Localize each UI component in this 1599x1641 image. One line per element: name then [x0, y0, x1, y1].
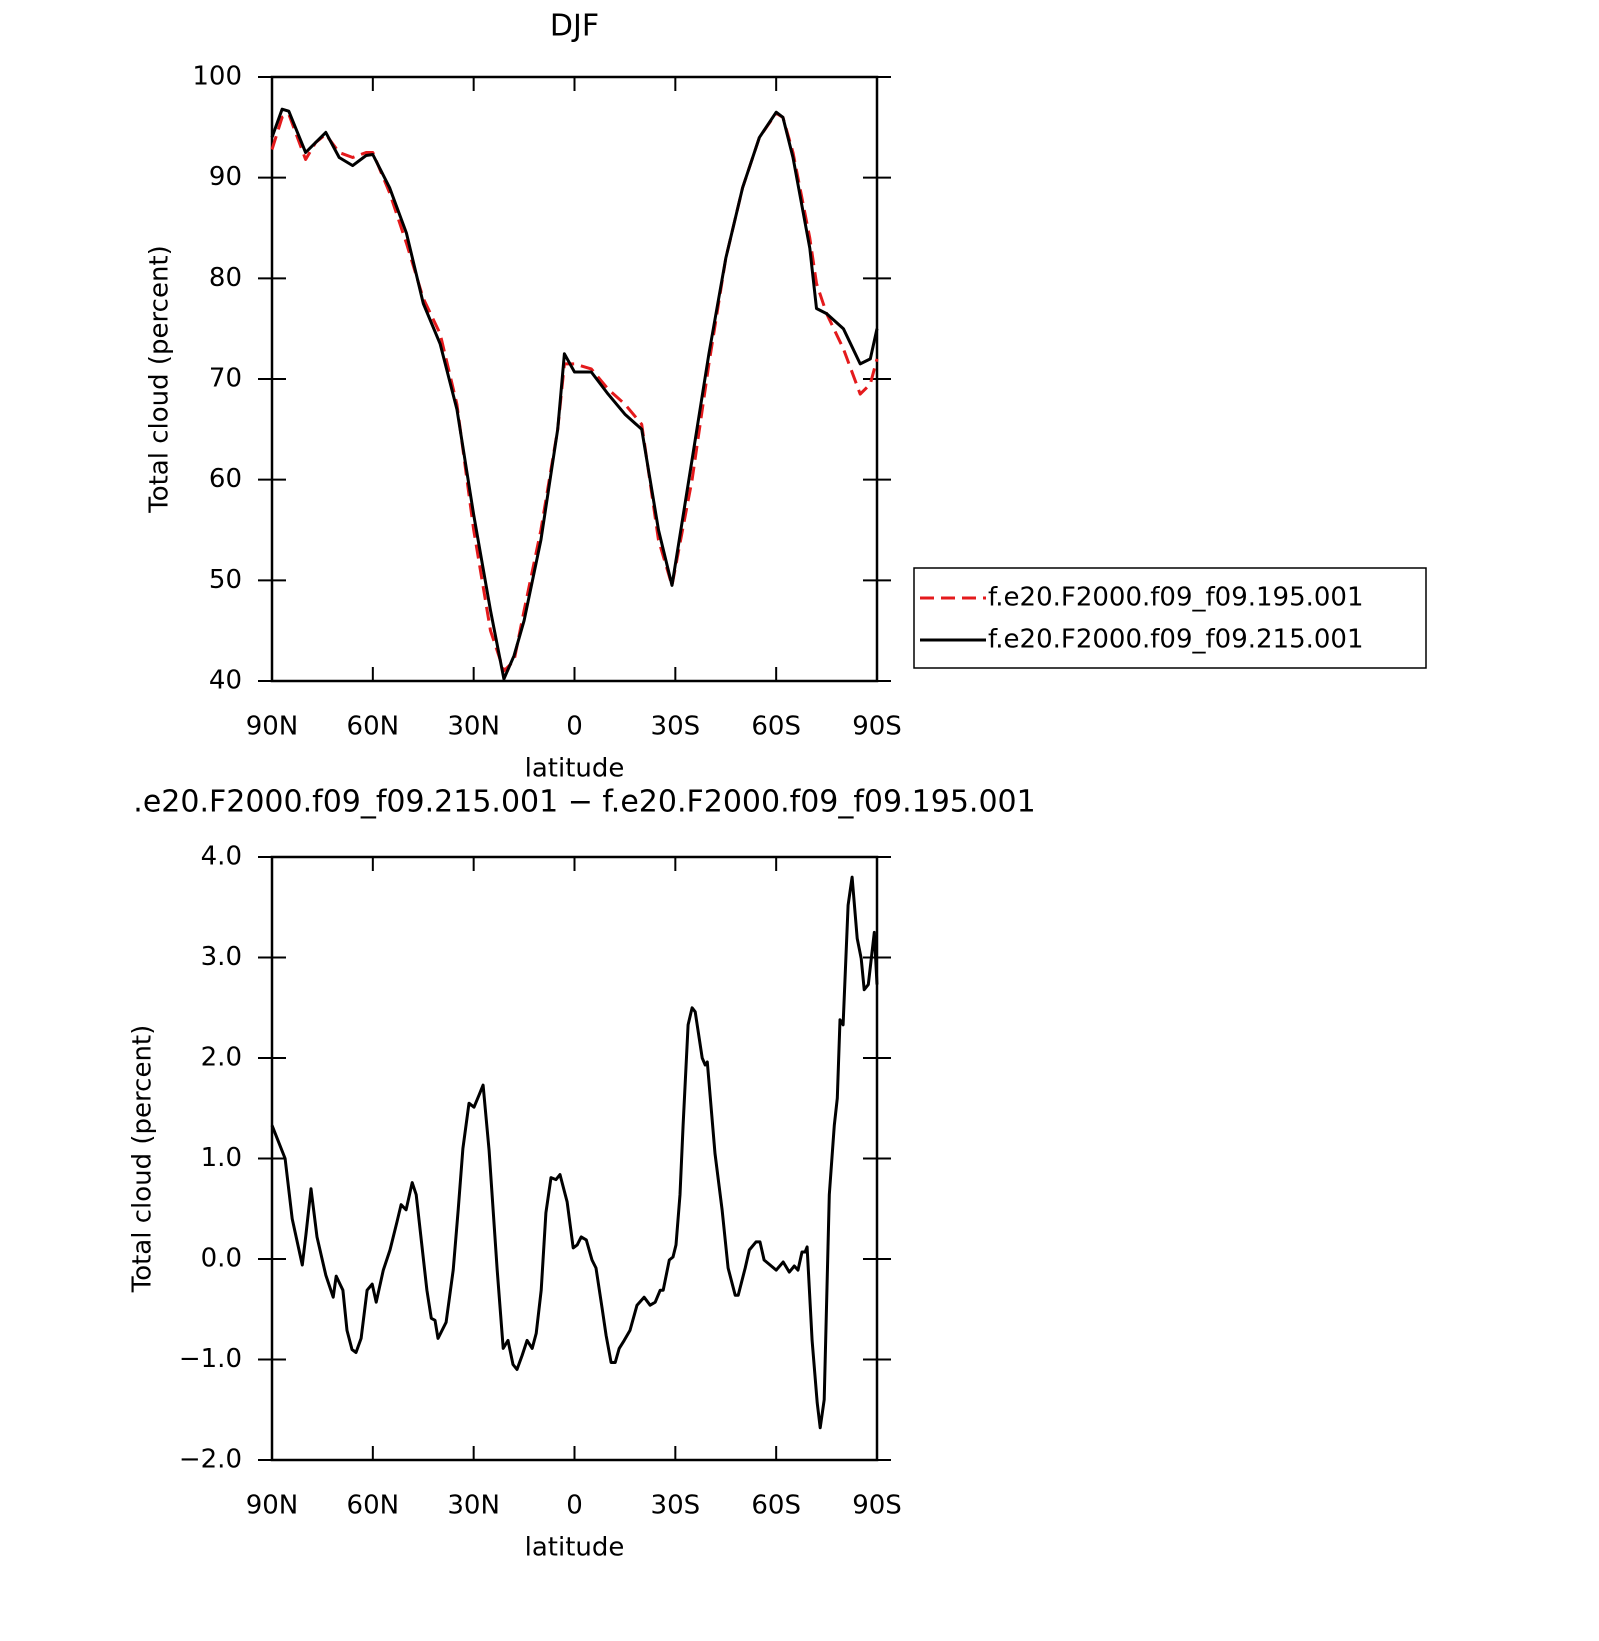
- y-tick-label: 2.0: [201, 1043, 242, 1073]
- x-axis-label: latitude: [525, 1533, 625, 1563]
- x-tick-label: 90N: [246, 1491, 299, 1521]
- legend-label: f.e20.F2000.f09_f09.195.001: [988, 583, 1364, 613]
- y-tick-label: 80: [209, 263, 242, 293]
- x-tick-label: 30N: [447, 712, 500, 742]
- y-tick-label: −1.0: [179, 1344, 242, 1374]
- x-tick-label: 60S: [751, 1491, 801, 1521]
- y-tick-label: 60: [209, 464, 242, 494]
- chart-title: .e20.F2000.f09_f09.215.001 − f.e20.F2000…: [133, 785, 1035, 820]
- x-tick-label: 60S: [751, 712, 801, 742]
- chart-title: DJF: [550, 9, 599, 44]
- y-tick-label: 70: [209, 364, 242, 394]
- x-tick-label: 0: [566, 1491, 583, 1521]
- x-tick-label: 60N: [347, 1491, 400, 1521]
- y-tick-label: −2.0: [179, 1445, 242, 1475]
- plot-frame: [270, 75, 879, 683]
- x-tick-label: 30S: [651, 712, 701, 742]
- x-axis-label: latitude: [525, 754, 625, 784]
- y-axis-label: Total cloud (percent): [145, 245, 175, 514]
- y-tick-label: 3.0: [201, 942, 242, 972]
- x-tick-label: 60N: [347, 712, 400, 742]
- y-tick-label: 40: [209, 666, 242, 696]
- y-tick-label: 0.0: [201, 1244, 242, 1274]
- x-tick-label: 30S: [651, 1491, 701, 1521]
- x-tick-label: 90N: [246, 712, 299, 742]
- y-axis-label: Total cloud (percent): [128, 1025, 158, 1294]
- line-series: [270, 111, 879, 673]
- y-tick-label: 50: [209, 565, 242, 595]
- x-tick-label: 90S: [852, 712, 902, 742]
- x-tick-label: 0: [566, 712, 583, 742]
- plot-frame: [270, 855, 879, 1462]
- y-tick-label: 90: [209, 162, 242, 192]
- y-tick-label: 4.0: [201, 842, 242, 872]
- line-series: [270, 107, 879, 681]
- y-tick-label: 1.0: [201, 1143, 242, 1173]
- legend-label: f.e20.F2000.f09_f09.215.001: [988, 625, 1364, 655]
- x-tick-label: 30N: [447, 1491, 500, 1521]
- legend-box: [913, 567, 1427, 669]
- x-tick-label: 90S: [852, 1491, 902, 1521]
- y-tick-label: 100: [192, 62, 242, 92]
- line-series: [270, 875, 879, 1430]
